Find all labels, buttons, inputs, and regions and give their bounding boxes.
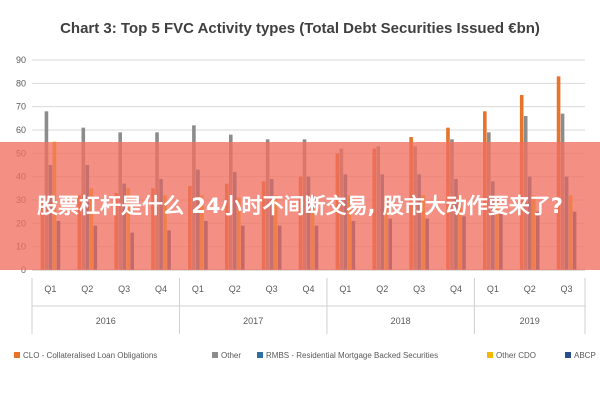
- x-tick-label: Q2: [376, 284, 388, 294]
- legend-label: RMBS - Residential Mortgage Backed Secur…: [266, 351, 438, 360]
- x-tick-label: Q2: [229, 284, 241, 294]
- year-label: 2019: [520, 316, 540, 326]
- y-tick-label: 60: [16, 125, 26, 135]
- legend-swatch: [565, 352, 571, 358]
- x-tick-label: Q1: [44, 284, 56, 294]
- x-tick-label: Q1: [487, 284, 499, 294]
- legend-swatch: [14, 352, 20, 358]
- legend-swatch: [257, 352, 263, 358]
- x-tick-label: Q1: [339, 284, 351, 294]
- x-tick-label: Q4: [450, 284, 462, 294]
- x-tick-label: Q3: [266, 284, 278, 294]
- chart-title: Chart 3: Top 5 FVC Activity types (Total…: [60, 20, 540, 37]
- y-tick-label: 90: [16, 55, 26, 65]
- overlay-banner[interactable]: 股票杠杆是什么 24小时不间断交易, 股市大动作要来了?: [0, 142, 600, 270]
- year-label: 2017: [243, 316, 263, 326]
- x-tick-label: Q3: [561, 284, 573, 294]
- legend-swatch: [487, 352, 493, 358]
- x-tick-label: Q3: [413, 284, 425, 294]
- legend-label: Other CDO: [496, 351, 536, 360]
- legend-label: ABCP: [574, 351, 596, 360]
- legend: CLO - Collateralised Loan Obligations Oth…: [14, 351, 596, 360]
- year-label: 2018: [391, 316, 411, 326]
- x-axis: Q1 Q2 Q3 Q4 Q1 Q2 Q3 Q4 Q1 Q2 Q3 Q4 Q1 Q2 Q3 2016 2017 20…: [31, 269, 586, 334]
- y-tick-label: 70: [16, 102, 26, 112]
- x-tick-label: Q4: [302, 284, 314, 294]
- x-tick-label: Q1: [192, 284, 204, 294]
- y-tick-label: 0: [21, 265, 26, 275]
- year-label: 2016: [96, 316, 116, 326]
- x-tick-label: Q2: [524, 284, 536, 294]
- overlay-banner-text: 股票杠杆是什么 24小时不间断交易, 股市大动作要来了?: [36, 194, 563, 218]
- x-tick-label: Q2: [81, 284, 93, 294]
- legend-label: Other: [221, 351, 241, 360]
- legend-label: CLO - Collateralised Loan Obligations: [23, 351, 157, 360]
- y-tick-label: 80: [16, 78, 26, 88]
- x-tick-label: Q3: [118, 284, 130, 294]
- x-tick-label: Q4: [155, 284, 167, 294]
- legend-swatch: [212, 352, 218, 358]
